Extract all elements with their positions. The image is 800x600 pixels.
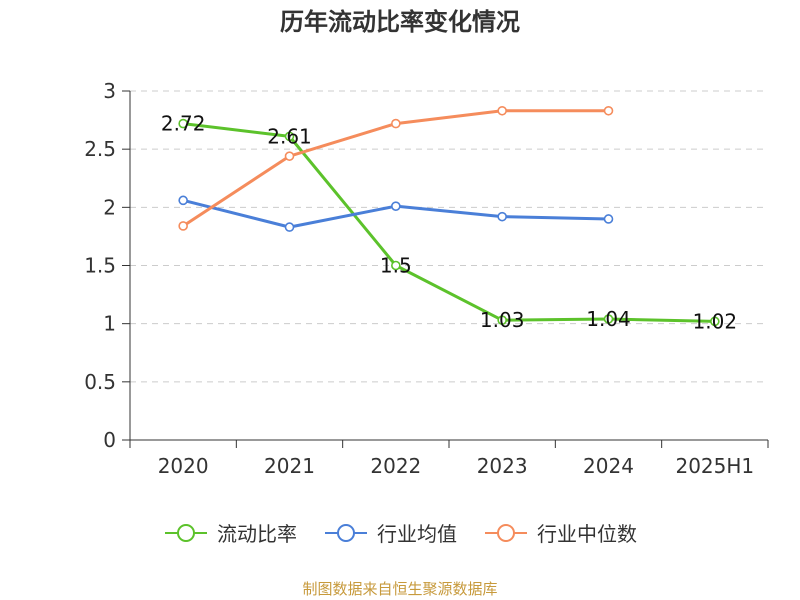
legend-item-industry-median[interactable]: 行业中位数 [483,518,637,547]
data-point [603,214,614,224]
legend-swatch-industry-mean [325,523,367,542]
series-line-0 [182,122,715,323]
legend-label-industry-median: 行业中位数 [537,522,637,546]
x-tick-label: 2023 [477,454,528,478]
data-labels: 2.72 2.61 1.5 1.03 1.04 1.02 [161,112,737,334]
data-point [603,105,614,116]
data-label: 2.72 [161,112,206,136]
x-tick-label: 2025H1 [675,454,754,478]
y-tick-label: 0 [103,428,116,452]
data-point [497,315,507,325]
y-tick-label: 2.5 [84,137,116,161]
legend-swatch-industry-median [485,523,527,542]
y-tick-label: 1.5 [84,254,116,278]
x-tick-label: 2021 [264,454,315,478]
data-point [284,131,295,142]
data-point [391,118,401,129]
data-label: 1.03 [480,308,525,332]
data-label: 1.5 [380,254,412,278]
legend-label-current-ratio: 流动比率 [217,522,297,546]
data-point [710,316,720,327]
data-point [284,151,295,161]
x-tick-label: 2024 [583,454,634,478]
axes: 0 0.5 1 1.5 2 2.5 3 2020 2021 2022 2023 2024 2025H1 [84,79,769,478]
source-note: 制图数据来自恒生聚源数据库 [302,580,498,598]
legend-label-industry-mean: 行业均值 [377,522,457,546]
gridlines [130,90,768,383]
legend-item-current-ratio[interactable]: 流动比率 [163,518,297,547]
data-point [497,211,507,222]
data-point [603,314,614,324]
y-tick-label: 3 [103,79,116,103]
y-tick-label: 0.5 [84,370,116,394]
data-point [178,221,188,231]
data-point [391,201,401,211]
x-tick-label: 2020 [158,454,209,478]
data-label: 2.61 [267,124,312,148]
data-point [497,105,507,116]
legend-item-industry-mean[interactable]: 行业均值 [323,518,457,547]
data-label: 1.04 [586,307,631,331]
y-tick-label: 1 [103,312,116,336]
series-lines [178,105,720,327]
data-point [391,260,401,271]
x-tick-label: 2022 [370,454,421,478]
data-label: 1.02 [693,309,738,333]
legend: 流动比率 行业均值 行业中位数 [0,518,800,547]
chart-title: 历年流动比率变化情况 [280,8,520,36]
y-tick-label: 2 [103,195,116,219]
legend-swatch-current-ratio [165,523,207,542]
data-point [284,222,295,232]
data-point [178,118,188,129]
data-point [178,195,188,206]
